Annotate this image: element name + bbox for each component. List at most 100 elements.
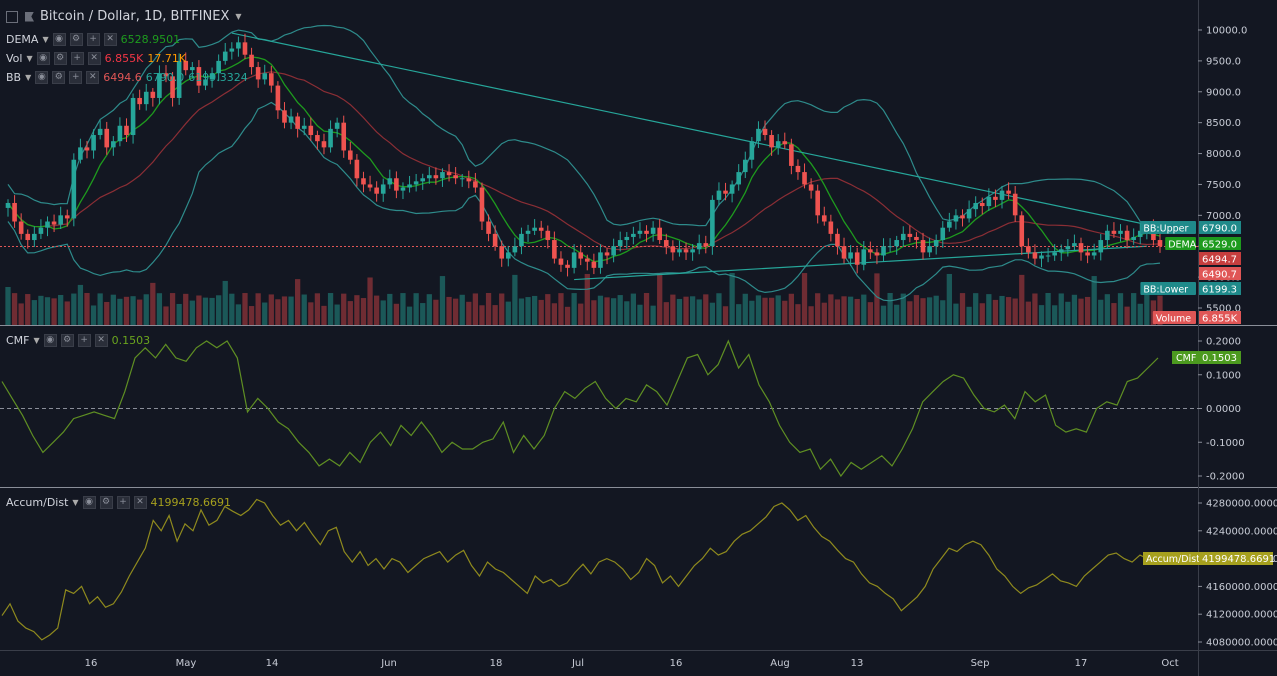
candle-body xyxy=(782,141,788,145)
volume-bar xyxy=(301,294,307,325)
volume-bar xyxy=(729,273,735,325)
gear-icon[interactable]: ⚙ xyxy=(52,71,66,84)
plus-icon[interactable]: + xyxy=(116,496,130,509)
candle-body xyxy=(117,125,123,142)
volume-bar xyxy=(150,282,156,325)
candle-body xyxy=(479,187,485,222)
close-icon[interactable]: ✕ xyxy=(94,334,108,347)
volume-bar xyxy=(242,293,248,325)
candle-body xyxy=(426,175,432,179)
gear-icon[interactable]: ⚙ xyxy=(69,33,83,46)
volume-bar xyxy=(130,296,136,325)
candle-body xyxy=(1072,243,1077,247)
volume-bar xyxy=(110,294,116,325)
price-badge-value: 6529.0 xyxy=(1202,240,1237,251)
volume-bar xyxy=(459,294,465,325)
ad-badge-label-box xyxy=(1143,552,1199,565)
badge-label: Volume xyxy=(1156,314,1191,325)
plus-icon[interactable]: + xyxy=(69,71,83,84)
chevron-down-icon[interactable]: ▼ xyxy=(235,12,242,21)
close-icon[interactable]: ✕ xyxy=(133,496,147,509)
chevron-down-icon[interactable]: ▼ xyxy=(42,35,49,44)
volume-bar xyxy=(834,299,841,325)
candle-body xyxy=(966,209,972,219)
candle-body xyxy=(374,187,379,194)
candle-body xyxy=(176,60,182,98)
candle-body xyxy=(742,159,748,173)
candle-body xyxy=(723,190,728,194)
collapse-icon[interactable] xyxy=(6,10,18,23)
volume-bar xyxy=(216,295,222,325)
price-badge xyxy=(1199,311,1241,324)
volume-bar xyxy=(1137,303,1143,325)
volume-bar xyxy=(1144,293,1150,325)
close-icon[interactable]: ✕ xyxy=(87,52,101,65)
volume-bar xyxy=(347,301,353,325)
chevron-down-icon[interactable]: ▼ xyxy=(33,336,40,345)
candle-body xyxy=(400,187,406,191)
eye-icon[interactable]: ◉ xyxy=(36,52,50,65)
plus-icon[interactable]: + xyxy=(86,33,100,46)
price-tick-label: 5500.0 xyxy=(1206,304,1241,315)
candle-body xyxy=(578,252,584,259)
candle-body xyxy=(407,184,412,188)
volume-bar xyxy=(683,296,689,325)
gear-icon[interactable]: ⚙ xyxy=(60,334,74,347)
candle-body xyxy=(887,246,893,248)
eye-icon[interactable]: ◉ xyxy=(35,71,49,84)
candle-body xyxy=(446,172,452,176)
price-badge-value: 6199.3 xyxy=(1202,285,1237,296)
legend-ad-label[interactable]: Accum/Dist xyxy=(6,496,69,509)
close-icon[interactable]: ✕ xyxy=(103,33,117,46)
symbol-title[interactable]: Bitcoin / Dollar, 1D, BITFINEX xyxy=(40,9,230,24)
volume-bar xyxy=(321,305,327,325)
chevron-down-icon[interactable]: ▼ xyxy=(72,498,79,507)
volume-bar xyxy=(420,303,426,325)
volume-bar xyxy=(617,295,623,325)
volume-bar xyxy=(841,296,847,325)
flag-icon[interactable] xyxy=(25,11,34,22)
volume-bar xyxy=(847,296,854,325)
legend-vol: Vol ▼ ◉ ⚙ + ✕ 6.855K 17.71K xyxy=(6,52,186,65)
eye-icon[interactable]: ◉ xyxy=(52,33,66,46)
plus-icon[interactable]: + xyxy=(70,52,84,65)
legend-vol-label[interactable]: Vol xyxy=(6,52,23,65)
candle-body xyxy=(973,202,978,210)
candles xyxy=(5,33,1163,277)
volume-bar xyxy=(295,279,301,325)
gear-icon[interactable]: ⚙ xyxy=(99,496,113,509)
volume-bar xyxy=(1117,293,1124,325)
eye-icon[interactable]: ◉ xyxy=(43,334,57,347)
volume-bar xyxy=(5,287,11,325)
close-icon[interactable]: ✕ xyxy=(86,71,100,84)
volume-bar xyxy=(229,293,235,325)
volume-bar xyxy=(71,293,77,325)
chevron-down-icon[interactable]: ▼ xyxy=(26,54,33,63)
price-tick-label: 7500.0 xyxy=(1206,180,1241,191)
candle-body xyxy=(361,178,366,185)
candle-body xyxy=(815,190,820,216)
legend-bb-value3: 6199.3324 xyxy=(188,71,248,84)
badge-label: BB:Lower xyxy=(1143,285,1188,296)
volume-bar xyxy=(1052,305,1058,325)
legend-cmf-label[interactable]: CMF xyxy=(6,334,30,347)
candle-body xyxy=(519,233,524,247)
chevron-down-icon[interactable]: ▼ xyxy=(25,73,32,82)
volume-bar xyxy=(25,294,31,325)
eye-icon[interactable]: ◉ xyxy=(82,496,96,509)
badge-label-box xyxy=(1165,237,1196,250)
candle-body xyxy=(1026,246,1031,253)
volume-bar xyxy=(446,296,452,325)
cmf-tick-label: 0.1000 xyxy=(1206,370,1241,381)
legend-bb-label[interactable]: BB xyxy=(6,71,22,84)
gear-icon[interactable]: ⚙ xyxy=(53,52,67,65)
cmf-badge-label-box xyxy=(1172,351,1199,364)
plus-icon[interactable]: + xyxy=(77,334,91,347)
candle-body xyxy=(413,181,419,185)
candle-body xyxy=(236,42,241,49)
legend-dema-label[interactable]: DEMA xyxy=(6,33,39,46)
candle-body xyxy=(1006,190,1011,194)
candle-body xyxy=(729,184,735,194)
candle-body xyxy=(459,178,465,180)
